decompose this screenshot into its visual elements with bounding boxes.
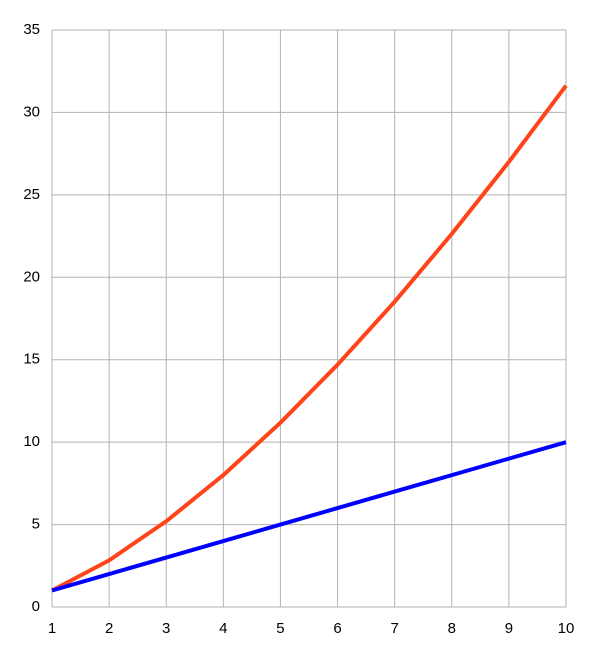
y-tick-label: 20 <box>23 268 40 285</box>
y-tick-label: 5 <box>32 516 40 533</box>
y-tick-label: 0 <box>32 598 40 615</box>
line-series <box>51 440 567 593</box>
x-tick-label: 4 <box>219 620 227 637</box>
line-series <box>51 84 568 593</box>
y-tick-label: 30 <box>23 103 40 120</box>
x-tick-label: 2 <box>105 620 113 637</box>
x-tick-label: 5 <box>276 620 284 637</box>
x-tick-label: 1 <box>48 620 56 637</box>
x-tick-label: 10 <box>558 620 575 637</box>
y-tick-label: 15 <box>23 351 40 368</box>
y-tick-label: 25 <box>23 186 40 203</box>
x-tick-label: 6 <box>333 620 341 637</box>
x-tick-label: 9 <box>505 620 513 637</box>
x-tick-label: 8 <box>448 620 456 637</box>
y-tick-label: 10 <box>23 433 40 450</box>
y-tick-label: 35 <box>23 21 40 38</box>
x-tick-label: 7 <box>390 620 398 637</box>
x-tick-label: 3 <box>162 620 170 637</box>
